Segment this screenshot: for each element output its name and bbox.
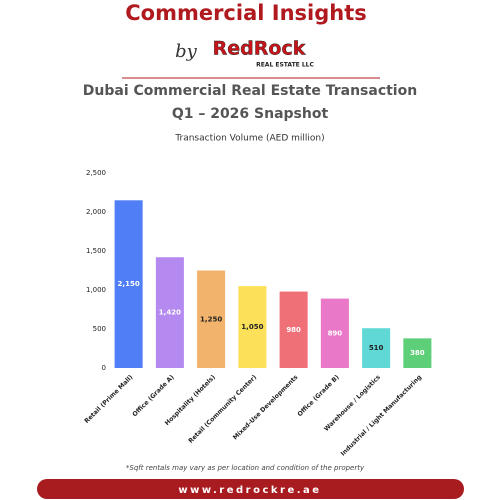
bar bbox=[403, 338, 432, 368]
value-label: 2,150 bbox=[118, 280, 140, 288]
value-label: 1,250 bbox=[200, 315, 222, 323]
bar bbox=[114, 200, 143, 368]
bar bbox=[320, 298, 349, 368]
bar bbox=[279, 291, 308, 368]
axis-title: Transaction Volume (AED million) bbox=[174, 134, 324, 144]
logo-subtitle: REAL ESTATE LLC bbox=[256, 62, 314, 69]
y-tick-label: 2,500 bbox=[86, 169, 106, 177]
logo: RedRock bbox=[213, 38, 306, 60]
by-text: by bbox=[175, 41, 198, 62]
value-label: 1,420 bbox=[159, 309, 181, 317]
footnote: *Sqft rentals may vary as per location a… bbox=[126, 464, 365, 472]
y-tick-label: 0 bbox=[102, 364, 106, 372]
website[interactable]: www.redrockre.ae bbox=[178, 485, 321, 496]
bar bbox=[197, 270, 226, 368]
value-label: 510 bbox=[369, 344, 384, 352]
y-tick-label: 500 bbox=[93, 325, 106, 333]
bar bbox=[362, 328, 391, 368]
bar bbox=[155, 257, 184, 368]
value-label: 980 bbox=[286, 326, 301, 334]
value-label: 890 bbox=[328, 329, 343, 337]
y-tick-label: 1,000 bbox=[86, 286, 106, 294]
footer-bar bbox=[37, 479, 464, 499]
page-title: Commercial Insights bbox=[125, 1, 367, 25]
value-label: 380 bbox=[410, 349, 425, 357]
bar bbox=[238, 286, 267, 368]
value-label: 1,050 bbox=[241, 323, 263, 331]
y-tick-label: 2,000 bbox=[86, 208, 106, 216]
chart-subtitle: Q1 – 2026 Snapshot bbox=[172, 106, 329, 122]
chart-title: Dubai Commercial Real Estate Transaction bbox=[83, 83, 417, 99]
y-tick-label: 1,500 bbox=[86, 247, 106, 255]
